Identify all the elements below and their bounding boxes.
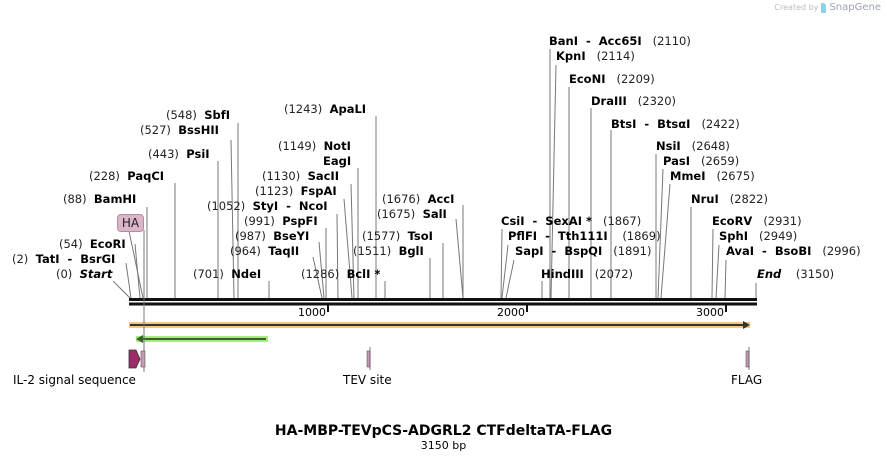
tev-feature xyxy=(366,350,371,368)
feature-label-tev-site[interactable]: TEV site xyxy=(343,373,392,387)
site-paqci[interactable]: (228) PaqCI xyxy=(89,169,165,183)
site-taqii[interactable]: (964) TaqII xyxy=(230,244,300,258)
site-start[interactable]: (0) Start xyxy=(56,267,113,281)
site-sbfi[interactable]: (548) SbfI xyxy=(166,108,231,122)
ha-tag[interactable]: HA xyxy=(117,214,144,232)
credit-text: Created by xyxy=(774,3,819,12)
site-pspfi[interactable]: (991) PspFI xyxy=(244,214,318,228)
site-fspai[interactable]: (1123) FspAI xyxy=(255,184,337,198)
site-bsshii[interactable]: (527) BssHII xyxy=(140,123,219,137)
feature-label-flag[interactable]: FLAG xyxy=(731,373,763,387)
map-title: HA-MBP-TEVpCS-ADGRL2 CTFdeltaTA-FLAG xyxy=(274,423,613,439)
site-pasi[interactable]: PasI (2659) xyxy=(663,154,740,168)
site-connector-lines xyxy=(112,49,757,299)
site-kpni[interactable]: KpnI (2114) xyxy=(556,49,635,63)
site-btsi-btsai[interactable]: BtsI - BtsαI (2422) xyxy=(611,117,740,131)
site-eagi[interactable]: EagI xyxy=(323,154,352,168)
site-ecori[interactable]: (54) EcoRI xyxy=(59,237,126,251)
site-bcli[interactable]: (1286) BclI * xyxy=(301,267,381,281)
site-bgli[interactable]: (1511) BglI xyxy=(353,244,424,258)
credit-brand: SnapGene xyxy=(829,2,881,13)
feature-label-il2-signal[interactable]: IL-2 signal sequence xyxy=(13,373,136,387)
site-nsii[interactable]: NsiI (2648) xyxy=(656,139,730,153)
ruler-label-1000: 1000 xyxy=(298,306,326,319)
site-sali[interactable]: (1675) SalI xyxy=(377,207,447,221)
site-draiii[interactable]: DraIII (2320) xyxy=(591,94,677,108)
site-ecorv[interactable]: EcoRV (2931) xyxy=(712,214,802,228)
map-length: 3150 bp xyxy=(420,439,467,452)
snapgene-credit: Created by SnapGene xyxy=(774,2,881,13)
site-psii[interactable]: (443) PsiI xyxy=(148,147,210,161)
site-tati-bsrgi[interactable]: (2) TatI - BsrGI xyxy=(12,252,116,266)
backbone-bottom-strand xyxy=(129,302,757,306)
il2-signal-feature xyxy=(128,349,141,369)
site-avai-bsobi[interactable]: AvaI - BsoBI (2996) xyxy=(726,244,861,258)
site-styi-ncoi[interactable]: (1052) StyI - NcoI xyxy=(207,199,328,213)
site-csii-sexai[interactable]: CsiI - SexAI * (1867) xyxy=(501,214,642,228)
site-sphi[interactable]: SphI (2949) xyxy=(719,229,798,243)
site-sacii[interactable]: (1130) SacII xyxy=(262,169,339,183)
site-sapi-bspqi[interactable]: SapI - BspQI (1891) xyxy=(515,244,652,258)
site-acci[interactable]: (1676) AccI xyxy=(382,192,455,206)
site-nrui[interactable]: NruI (2822) xyxy=(691,192,768,206)
site-end[interactable]: End (3150) xyxy=(757,267,835,281)
site-hindiii[interactable]: HindIII (2072) xyxy=(541,267,634,281)
flag-feature xyxy=(745,350,750,368)
site-bseyi[interactable]: (987) BseYI xyxy=(235,229,310,243)
site-noti[interactable]: (1149) NotI xyxy=(278,139,351,153)
backbone-top-strand xyxy=(129,298,757,301)
site-bamhi[interactable]: (88) BamHI xyxy=(63,192,137,206)
site-tsoi[interactable]: (1577) TsoI xyxy=(362,229,433,243)
ruler-label-3000: 3000 xyxy=(696,306,724,319)
site-mmei[interactable]: MmeI (2675) xyxy=(670,169,755,183)
site-ndei[interactable]: (701) NdeI xyxy=(193,267,262,281)
snapgene-logo-icon xyxy=(821,2,827,13)
ruler-label-2000: 2000 xyxy=(497,306,525,319)
site-pflfi-tth111i[interactable]: PflFI - Tth111I (1869) xyxy=(508,229,661,243)
site-econi[interactable]: EcoNI (2209) xyxy=(569,72,655,86)
site-bani-acc65i[interactable]: BanI - Acc65I (2110) xyxy=(549,34,691,48)
site-apali[interactable]: (1243) ApaLI xyxy=(284,102,367,116)
ha-feature xyxy=(140,350,146,368)
